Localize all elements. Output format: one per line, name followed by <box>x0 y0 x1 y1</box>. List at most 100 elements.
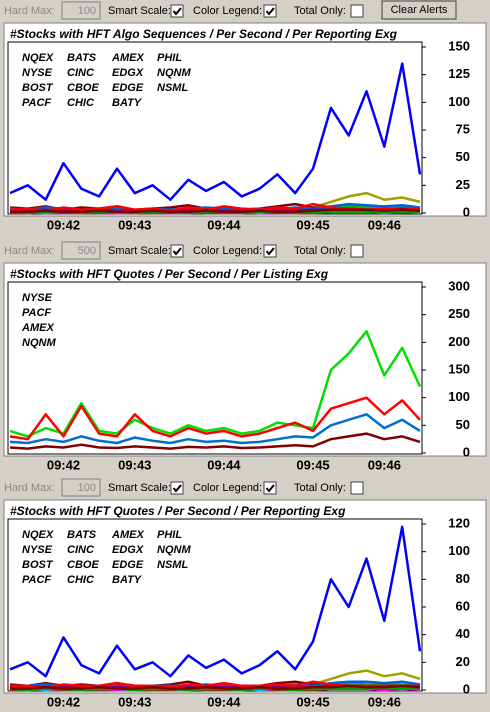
checkmark <box>265 7 275 16</box>
x-tick-label: 09:43 <box>118 694 151 709</box>
legend-entry: BOST <box>22 559 54 571</box>
legend-entry: NQNM <box>157 67 191 79</box>
checkbox[interactable] <box>170 481 184 495</box>
legend-entry: PACF <box>22 97 51 109</box>
legend-entry: AMEX <box>111 529 144 541</box>
y-tick-label: 200 <box>448 334 470 349</box>
checkbox[interactable] <box>263 4 277 18</box>
series-line <box>9 413 421 445</box>
hard-max-value: 500 <box>78 245 96 257</box>
legend-entry: BOST <box>22 82 54 94</box>
color-legend-label: Color Legend: <box>193 482 262 494</box>
y-tick-label: 300 <box>448 278 470 293</box>
x-tick-label: 09:43 <box>118 457 151 472</box>
y-tick-label: 150 <box>448 361 470 376</box>
hard-max-label: Hard Max: <box>4 5 55 17</box>
smart-scale-label: Smart Scale: <box>108 5 171 17</box>
y-tick-label: 40 <box>456 626 470 641</box>
color-legend-label: Color Legend: <box>193 245 262 257</box>
y-tick-label: 100 <box>448 389 470 404</box>
legend-entry: CINC <box>67 544 95 556</box>
y-tick-label: 50 <box>456 149 470 164</box>
smart-scale-label: Smart Scale: <box>108 245 171 257</box>
checkbox[interactable] <box>350 481 364 495</box>
legend-entry: PACF <box>22 574 51 586</box>
legend-entry: NQEX <box>22 52 54 64</box>
smart-scale-label: Smart Scale: <box>108 482 171 494</box>
legend-entry: EDGX <box>112 67 144 79</box>
total-only-label: Total Only: <box>294 5 346 17</box>
x-tick-label: 09:42 <box>47 457 80 472</box>
checkbox[interactable] <box>350 244 364 258</box>
legend-entry: CBOE <box>67 82 99 94</box>
series-line <box>9 396 421 441</box>
legend-entry: BATY <box>112 97 143 109</box>
color-legend-label: Color Legend: <box>193 5 262 17</box>
y-tick-label: 0 <box>463 444 470 459</box>
legend-entry: NQNM <box>22 337 56 349</box>
total-only-label: Total Only: <box>294 245 346 257</box>
legend-entry: CINC <box>67 67 95 79</box>
y-tick-label: 100 <box>448 543 470 558</box>
checkbox[interactable] <box>170 244 184 258</box>
legend-entry: NYSE <box>22 544 53 556</box>
y-tick-label: 100 <box>448 94 470 109</box>
legend-entry: EDGE <box>112 82 144 94</box>
y-tick-label: 25 <box>456 177 470 192</box>
legend-entry: CBOE <box>67 559 99 571</box>
legend-entry: NQEX <box>22 529 54 541</box>
x-tick-label: 09:42 <box>47 694 80 709</box>
series-line <box>10 208 421 214</box>
chart-title: #Stocks with HFT Algo Sequences / Per Se… <box>10 27 398 41</box>
x-tick-label: 09:43 <box>118 217 151 232</box>
checkbox[interactable] <box>263 244 277 258</box>
legend-entry: BATS <box>67 529 97 541</box>
total-only-label: Total Only: <box>294 482 346 494</box>
checkbox[interactable] <box>170 4 184 18</box>
legend-entry: NQNM <box>157 544 191 556</box>
legend-entry: NYSE <box>22 67 53 79</box>
chart-title: #Stocks with HFT Quotes / Per Second / P… <box>10 504 346 518</box>
legend-entry: PHIL <box>157 529 182 541</box>
x-tick-label: 09:46 <box>368 457 401 472</box>
checkmark <box>172 7 182 16</box>
x-tick-label: 09:46 <box>368 694 401 709</box>
series-line <box>10 684 421 690</box>
legend-entry: BATS <box>67 52 97 64</box>
legend-entry: NYSE <box>22 292 53 304</box>
x-tick-label: 09:42 <box>47 217 80 232</box>
x-tick-label: 09:44 <box>207 217 241 232</box>
legend-entry: AMEX <box>111 52 144 64</box>
y-tick-label: 80 <box>456 571 470 586</box>
hard-max-value: 100 <box>78 5 96 17</box>
hard-max-input[interactable] <box>61 1 101 20</box>
x-tick-label: 09:45 <box>296 217 329 232</box>
legend-entry: AMEX <box>21 322 54 334</box>
hard-max-input[interactable] <box>61 241 101 260</box>
x-tick-label: 09:44 <box>207 457 241 472</box>
hard-max-label: Hard Max: <box>4 245 55 257</box>
y-tick-label: 0 <box>463 204 470 219</box>
plot-area <box>7 281 423 455</box>
y-tick-label: 20 <box>456 654 470 669</box>
y-tick-label: 250 <box>448 306 470 321</box>
plot-area <box>7 518 423 692</box>
y-tick-label: 60 <box>456 598 470 613</box>
y-tick-label: 0 <box>463 681 470 696</box>
series-line <box>9 62 422 201</box>
clear-alerts-button[interactable] <box>381 0 457 20</box>
y-tick-label: 75 <box>456 121 470 136</box>
y-tick-label: 120 <box>448 515 470 530</box>
hard-max-input[interactable] <box>61 478 101 497</box>
checkmark <box>172 484 182 493</box>
x-tick-label: 09:44 <box>207 694 241 709</box>
hard-max-value: 100 <box>78 482 96 494</box>
legend-entry: NSML <box>157 559 188 571</box>
checkmark <box>265 247 275 256</box>
x-tick-label: 09:46 <box>368 217 401 232</box>
legend-entry: CHIC <box>67 97 95 109</box>
checkbox[interactable] <box>350 4 364 18</box>
series-line <box>9 330 422 438</box>
checkbox[interactable] <box>263 481 277 495</box>
